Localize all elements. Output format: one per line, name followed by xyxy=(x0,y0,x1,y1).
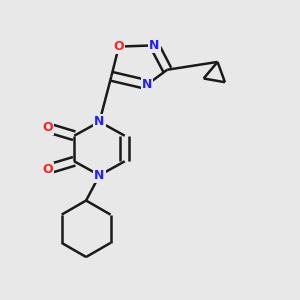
Text: O: O xyxy=(42,121,53,134)
Text: N: N xyxy=(94,169,105,182)
Text: O: O xyxy=(42,163,53,176)
Text: N: N xyxy=(142,78,152,91)
Text: N: N xyxy=(149,39,160,52)
Text: N: N xyxy=(94,115,105,128)
Text: O: O xyxy=(113,40,124,53)
